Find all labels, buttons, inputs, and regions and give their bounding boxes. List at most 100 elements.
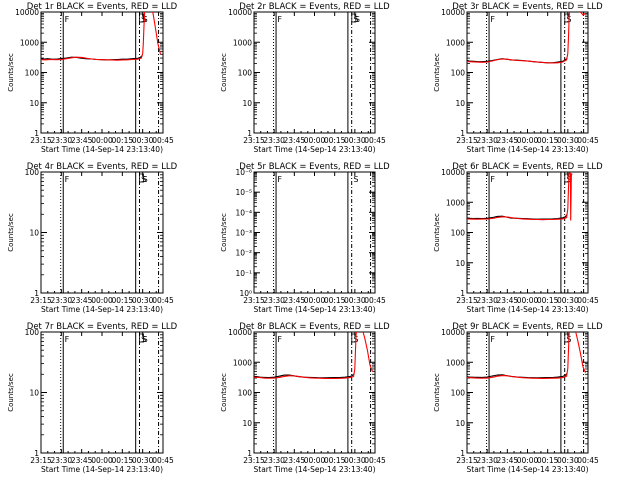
y-axis-label: Counts/sec <box>433 53 441 92</box>
x-tick-label: 00:45 <box>577 296 599 305</box>
panel-title: Det 6r BLACK = Events, RED = LLD <box>452 162 603 172</box>
y-tick-label: 10⁻³ <box>235 229 252 238</box>
x-tick-label: 23:45 <box>284 136 306 145</box>
y-tick-label: 1000 <box>20 38 39 47</box>
x-tick-label: 00:00 <box>304 296 326 305</box>
x-tick-label: 23:15 <box>243 136 265 145</box>
x-tick-label: 00:45 <box>152 456 174 465</box>
x-tick-label: 23:15 <box>30 136 52 145</box>
panel-title: Det 9r BLACK = Events, RED = LLD <box>452 322 603 332</box>
y-tick-label: 1000 <box>233 38 252 47</box>
x-axis-label: Start Time (14-Sep-14 23:13:40) <box>254 145 376 154</box>
plot-frame <box>253 331 376 454</box>
y-tick-label: 1 <box>460 449 465 458</box>
y-tick-label: 10000 <box>441 328 465 337</box>
x-tick-label: 00:15 <box>112 296 134 305</box>
flag-label: S <box>143 335 148 344</box>
flag-label: S <box>143 15 148 24</box>
y-axis-label: Counts/sec <box>220 213 228 252</box>
start-flag <box>351 13 357 23</box>
x-tick-label: 00:30 <box>132 456 154 465</box>
y-tick-label: 1 <box>247 449 252 458</box>
x-tick-label: 23:15 <box>243 296 265 305</box>
plot-frame <box>466 171 589 294</box>
flag-label: S <box>143 175 148 184</box>
x-tick-label: 23:30 <box>51 456 73 465</box>
x-tick-label: 00:15 <box>537 296 559 305</box>
y-tick-label: 10⁻⁴ <box>235 208 252 217</box>
x-tick-label: 00:15 <box>324 296 346 305</box>
x-tick-label: 00:45 <box>152 296 174 305</box>
x-tick-label: 23:45 <box>497 296 519 305</box>
y-tick-label: 10000 <box>15 8 39 17</box>
y-tick-label: 10 <box>242 419 252 428</box>
panel-title: Det 4r BLACK = Events, RED = LLD <box>27 162 178 172</box>
y-tick-label: 10⁻⁶ <box>235 168 252 177</box>
y-tick-label: 10000 <box>441 168 465 177</box>
y-axis-label: Counts/sec <box>220 373 228 412</box>
x-tick-label: 23:45 <box>71 296 93 305</box>
x-axis-label: Start Time (14-Sep-14 23:13:40) <box>41 305 163 314</box>
y-tick-label: 100 <box>238 69 253 78</box>
panel-title: Det 7r BLACK = Events, RED = LLD <box>27 322 178 332</box>
x-tick-label: 23:45 <box>284 296 306 305</box>
panel-title: Det 8r BLACK = Events, RED = LLD <box>239 322 390 332</box>
y-tick-label: 10 <box>29 229 39 238</box>
lld-series-line <box>467 12 586 64</box>
x-tick-label: 23:30 <box>263 296 285 305</box>
lld-series-line <box>41 12 162 61</box>
x-tick-label: 00:00 <box>517 456 539 465</box>
panel-det-2: Det 2r BLACK = Events, RED = LLD23:1523:… <box>220 2 390 154</box>
y-tick-label: 10⁻¹ <box>235 269 252 278</box>
x-tick-label: 23:30 <box>263 136 285 145</box>
y-tick-label: 1000 <box>446 38 465 47</box>
start-flag <box>139 333 145 343</box>
flag-label: F <box>490 335 495 344</box>
y-tick-label: 10 <box>242 99 252 108</box>
x-tick-label: 23:45 <box>497 136 519 145</box>
y-tick-label: 10 <box>29 99 39 108</box>
y-tick-label: 100 <box>25 168 40 177</box>
x-tick-label: 00:00 <box>517 296 539 305</box>
y-axis-label: Counts/sec <box>433 373 441 412</box>
y-tick-label: 100 <box>451 229 466 238</box>
x-tick-label: 00:00 <box>304 456 326 465</box>
x-tick-label: 00:15 <box>537 456 559 465</box>
x-tick-label: 00:30 <box>557 136 579 145</box>
lld-series-line <box>467 332 587 379</box>
x-axis-label: Start Time (14-Sep-14 23:13:40) <box>467 465 589 474</box>
panel-det-7: Det 7r BLACK = Events, RED = LLD23:1523:… <box>7 322 178 474</box>
x-tick-label: 23:30 <box>476 136 498 145</box>
panel-det-5: Det 5r BLACK = Events, RED = LLD23:1523:… <box>220 162 390 314</box>
y-tick-label: 1 <box>247 129 252 138</box>
y-tick-label: 10⁻² <box>235 249 252 258</box>
y-tick-label: 10 <box>455 259 465 268</box>
x-tick-label: 00:00 <box>91 296 113 305</box>
x-tick-label: 00:45 <box>152 136 174 145</box>
x-tick-label: 00:45 <box>364 136 386 145</box>
x-tick-label: 00:45 <box>364 456 386 465</box>
x-axis-label: Start Time (14-Sep-14 23:13:40) <box>467 145 589 154</box>
start-flag <box>139 13 145 23</box>
x-tick-label: 00:15 <box>112 456 134 465</box>
panel-det-4: Det 4r BLACK = Events, RED = LLD23:1523:… <box>7 162 178 314</box>
plot-frame <box>40 331 164 454</box>
x-tick-label: 00:00 <box>517 136 539 145</box>
y-tick-label: 1 <box>460 289 465 298</box>
x-tick-label: 23:45 <box>497 456 519 465</box>
plot-frame <box>466 331 589 454</box>
x-tick-label: 00:30 <box>557 456 579 465</box>
x-tick-label: 00:45 <box>577 456 599 465</box>
x-axis-label: Start Time (14-Sep-14 23:13:40) <box>467 305 589 314</box>
x-tick-label: 00:30 <box>344 296 366 305</box>
x-tick-label: 00:15 <box>324 456 346 465</box>
panel-title: Det 1r BLACK = Events, RED = LLD <box>27 2 178 12</box>
x-tick-label: 00:30 <box>557 296 579 305</box>
x-tick-label: 00:00 <box>91 456 113 465</box>
start-flag <box>139 173 145 183</box>
lld-series-line <box>467 172 573 221</box>
x-axis-label: Start Time (14-Sep-14 23:13:40) <box>254 465 376 474</box>
y-tick-label: 100 <box>25 328 40 337</box>
y-tick-label: 10 <box>29 389 39 398</box>
